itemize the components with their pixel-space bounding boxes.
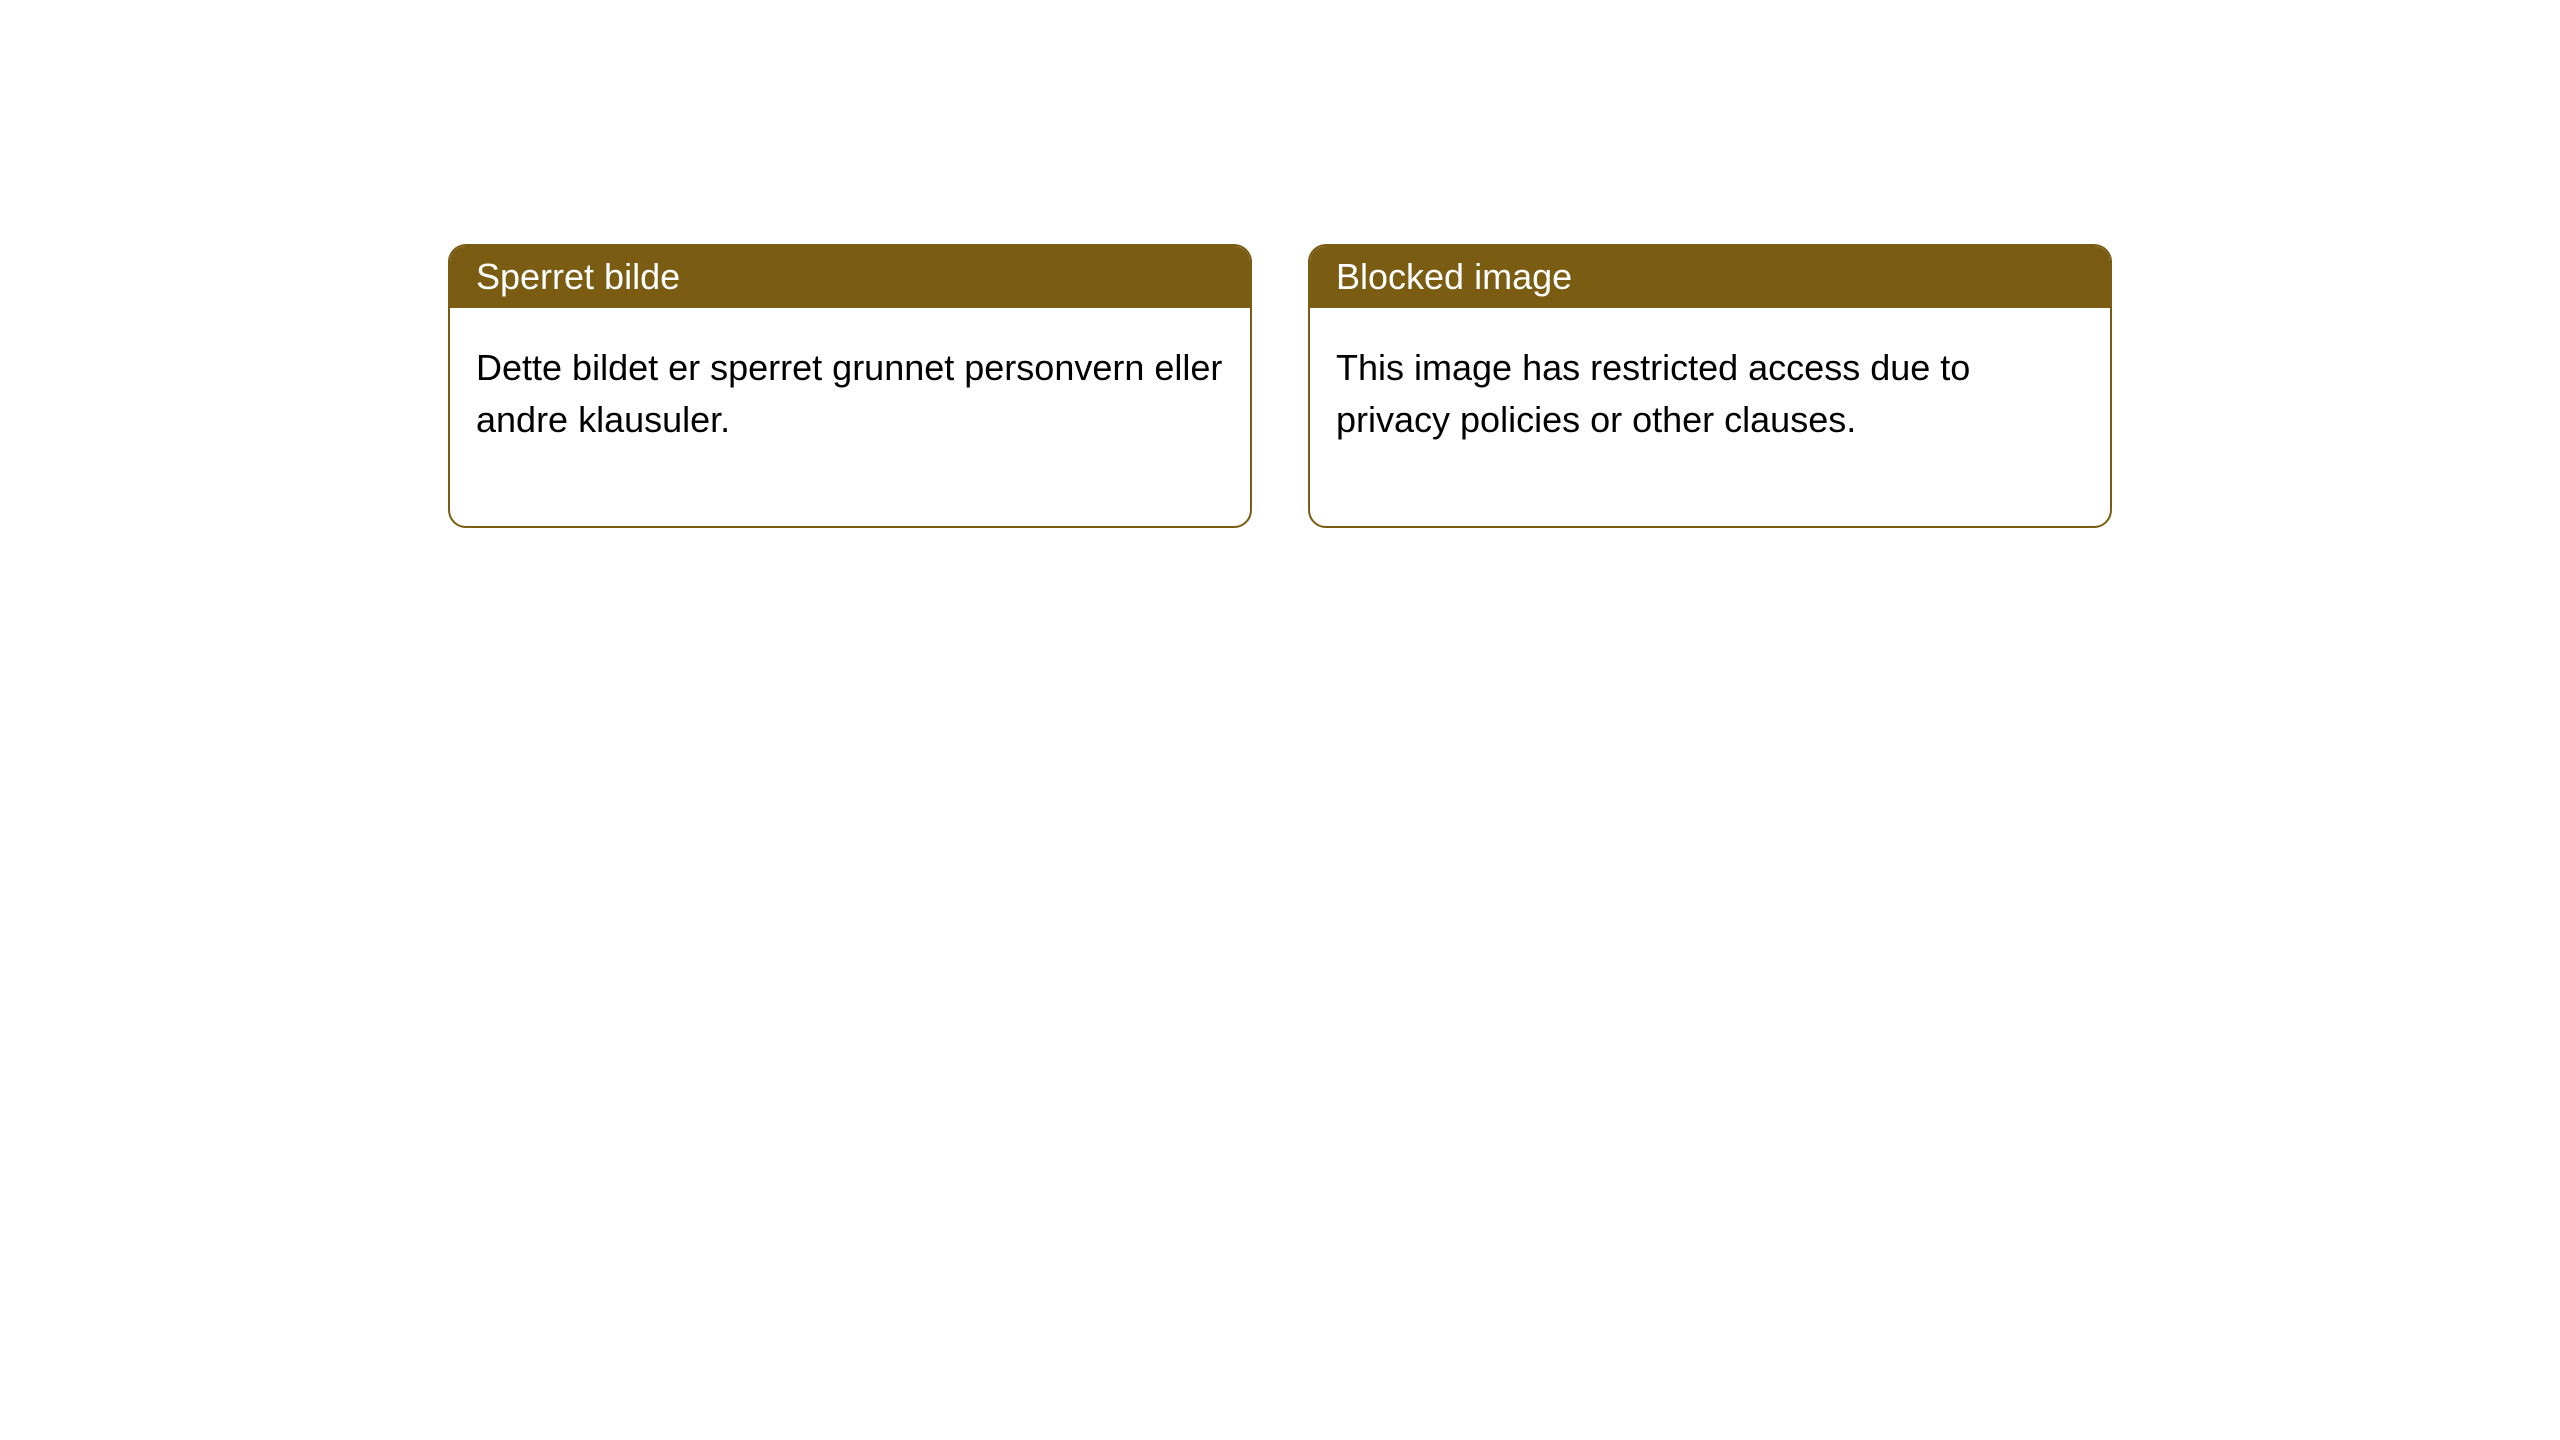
notice-card-english: Blocked image This image has restricted … (1308, 244, 2112, 528)
notice-body: This image has restricted access due to … (1310, 308, 2110, 526)
notice-body: Dette bildet er sperret grunnet personve… (450, 308, 1250, 526)
notice-container: Sperret bilde Dette bildet er sperret gr… (448, 244, 2112, 528)
notice-header: Blocked image (1310, 246, 2110, 308)
notice-header: Sperret bilde (450, 246, 1250, 308)
notice-card-norwegian: Sperret bilde Dette bildet er sperret gr… (448, 244, 1252, 528)
